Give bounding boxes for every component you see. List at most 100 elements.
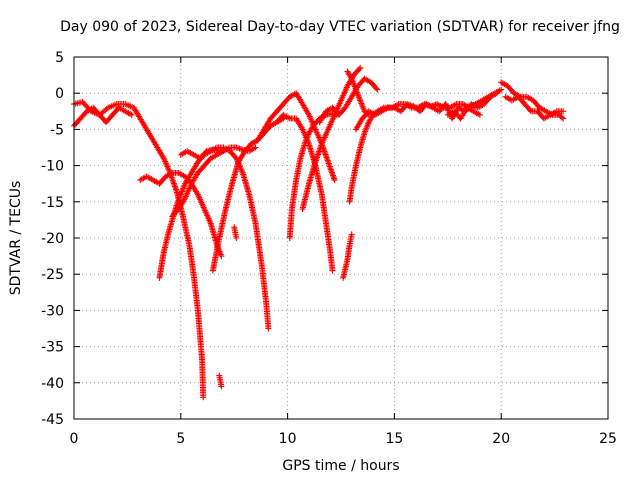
data-point-trace: [338, 84, 350, 102]
data-point-trace: [202, 156, 213, 168]
data-points: [71, 64, 567, 401]
data-point-trace: [91, 105, 102, 117]
data-point-trace: [373, 109, 383, 118]
series-arc-r: [352, 90, 500, 133]
y-tick-label: -30: [41, 303, 64, 319]
series-arc-b: [71, 104, 135, 129]
data-point-trace: [324, 110, 334, 118]
data-point-trace: [349, 164, 359, 189]
data-point-trace: [85, 105, 95, 114]
data-point-trace: [106, 101, 119, 110]
x-tick-label: 20: [492, 431, 510, 447]
data-point-trace: [362, 120, 372, 135]
data-point-trace: [516, 95, 527, 106]
x-tick-labels: 0 5 10 15 20 25: [70, 431, 617, 447]
data-point-trace: [202, 207, 213, 225]
data-point-trace: [195, 163, 207, 175]
data-point-trace: [367, 109, 377, 118]
data-point-trace: [489, 91, 499, 99]
data-point: [560, 115, 567, 122]
data-point: [493, 90, 500, 97]
data-point-trace: [324, 105, 334, 114]
data-point-trace: [190, 272, 201, 312]
data-point-trace: [170, 207, 181, 219]
data-point-trace: [123, 109, 134, 118]
data-point-trace: [397, 101, 407, 108]
data-point-trace: [155, 146, 166, 160]
data-point-trace: [351, 66, 363, 77]
y-tick-label: 0: [55, 86, 64, 102]
series-arc-n: [316, 75, 381, 126]
data-point-trace: [174, 193, 184, 207]
data-point-trace: [349, 77, 359, 92]
data-point-trace: [380, 105, 390, 114]
data-point-trace: [353, 146, 363, 167]
y-tick-label: -45: [41, 412, 64, 428]
data-point-trace: [255, 127, 267, 142]
data-point-trace: [319, 193, 329, 225]
x-tick-label: 5: [176, 431, 185, 447]
data-point-trace: [209, 152, 219, 161]
data-point-trace: [281, 112, 292, 121]
y-tick-label: -20: [41, 231, 64, 247]
data-point-trace: [249, 138, 260, 146]
data-point-trace: [189, 160, 200, 175]
data-point-trace: [259, 265, 270, 305]
data-point-trace: [236, 149, 247, 164]
data-point-trace: [178, 182, 188, 197]
data-point: [331, 177, 338, 184]
data-point-trace: [195, 193, 207, 211]
data-point-trace: [357, 98, 367, 113]
data-point-trace: [252, 222, 265, 269]
data-point-trace: [78, 109, 89, 121]
data-point: [200, 394, 207, 401]
data-point-trace: [246, 193, 259, 225]
data-point-trace: [138, 174, 149, 183]
data-point-trace: [180, 214, 192, 247]
data-point-trace: [231, 225, 239, 240]
data-point-trace: [336, 105, 348, 117]
series-arc-o: [340, 231, 355, 281]
data-point-trace: [72, 116, 83, 128]
data-point-trace: [216, 207, 229, 240]
data-point-trace: [189, 171, 200, 186]
data-point-trace: [185, 149, 196, 157]
data-point-trace: [505, 84, 516, 95]
data-point-trace: [289, 178, 299, 211]
data-point-trace: [435, 101, 445, 110]
data-point-trace: [353, 117, 365, 131]
data-point-trace: [366, 113, 376, 124]
data-point-trace: [222, 145, 232, 154]
x-tick-label: 10: [279, 431, 297, 447]
data-point-trace: [210, 236, 222, 272]
data-point-trace: [325, 113, 337, 131]
data-point: [233, 235, 240, 241]
y-tick-label: -15: [41, 195, 64, 211]
data-point: [348, 231, 355, 238]
data-point-trace: [525, 94, 535, 103]
data-point-trace: [454, 101, 465, 108]
y-tick-label: -5: [50, 122, 64, 138]
data-point-trace: [519, 93, 529, 100]
data-point-trace: [104, 113, 115, 124]
series-arc-f: [177, 146, 227, 162]
data-point-trace: [398, 102, 410, 114]
y-tick-labels: 5 0 -5 -10 -15 -20 -25 -30 -35 -40 -45: [41, 50, 64, 428]
data-point-trace: [262, 123, 273, 135]
data-point-trace: [499, 80, 510, 89]
data-point-trace: [346, 233, 355, 247]
data-point: [374, 86, 381, 93]
data-point-trace: [461, 101, 471, 110]
data-point-trace: [229, 160, 242, 186]
data-point-trace: [211, 147, 221, 154]
series-arc-i: [231, 224, 240, 241]
data-point-trace: [302, 131, 312, 146]
data-point-trace: [312, 164, 325, 196]
data-point-trace: [431, 105, 441, 114]
x-tick-label: 25: [599, 431, 617, 447]
data-point-trace: [458, 106, 470, 120]
data-point-trace: [227, 149, 239, 161]
data-point-trace: [323, 222, 334, 254]
data-point-trace: [165, 218, 175, 236]
